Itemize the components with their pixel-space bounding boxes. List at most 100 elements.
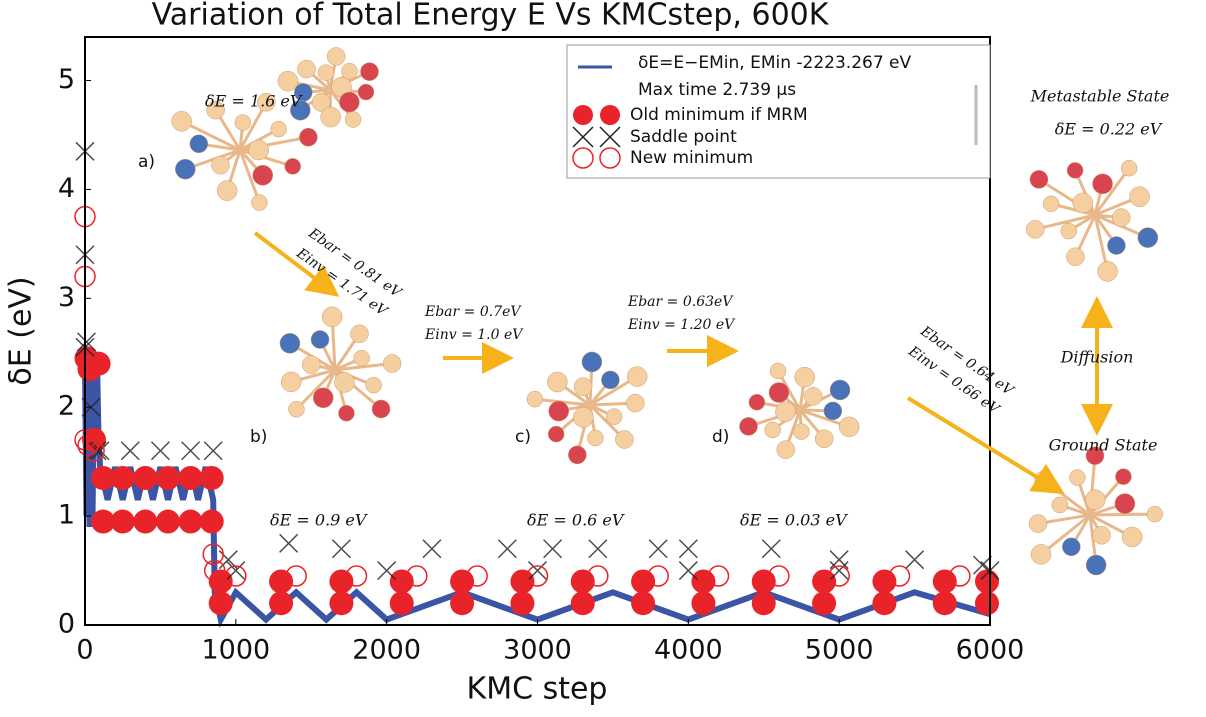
atom bbox=[1107, 237, 1125, 255]
atom bbox=[770, 363, 786, 379]
annotation: δE = 0.03 eV bbox=[740, 511, 848, 530]
atom bbox=[321, 107, 341, 127]
atom bbox=[574, 378, 592, 396]
y-axis-label: δE (eV) bbox=[4, 276, 39, 385]
annotation: Ebar = 0.63eV bbox=[627, 294, 734, 310]
atom bbox=[1147, 506, 1163, 522]
saddle-point bbox=[589, 540, 607, 558]
old-minimum bbox=[450, 569, 474, 593]
legend-label: Old minimum if MRM bbox=[630, 105, 808, 125]
atom bbox=[739, 417, 757, 435]
y-tick-label: 3 bbox=[58, 282, 75, 313]
old-minimum bbox=[200, 510, 224, 534]
legend-label: New minimum bbox=[630, 148, 753, 168]
legend-swatch bbox=[600, 105, 620, 125]
atom bbox=[383, 354, 401, 372]
saddle-point bbox=[498, 540, 516, 558]
old-minimum bbox=[631, 569, 655, 593]
atom bbox=[615, 430, 633, 448]
atom bbox=[1073, 193, 1093, 213]
atom bbox=[1115, 469, 1131, 485]
y-tick-label: 5 bbox=[58, 64, 75, 95]
atom bbox=[549, 401, 569, 421]
y-tick-label: 0 bbox=[58, 609, 75, 640]
atom bbox=[606, 409, 622, 425]
atom bbox=[334, 372, 354, 392]
atom bbox=[298, 60, 316, 78]
saddle-point bbox=[830, 562, 848, 580]
old-minimum bbox=[812, 569, 836, 593]
atom bbox=[190, 135, 208, 153]
atom bbox=[749, 394, 765, 410]
x-tick-label: 4000 bbox=[654, 635, 723, 666]
annotation: Ground State bbox=[1049, 436, 1158, 455]
atom bbox=[311, 331, 329, 349]
old-minimum bbox=[975, 591, 999, 615]
atom bbox=[1067, 162, 1083, 178]
y-tick-label: 1 bbox=[58, 500, 75, 531]
saddle-point bbox=[906, 551, 924, 569]
legend: δE=E−EMin, EMin -2223.267 eVOld minimum … bbox=[567, 45, 990, 178]
annotation: b) bbox=[250, 427, 267, 447]
legend-note: Max time 2.739 μs bbox=[638, 80, 796, 100]
chart: Variation of Total Energy E Vs KMCstep, … bbox=[0, 0, 1206, 717]
annotation: δE = 0.6 eV bbox=[527, 511, 625, 530]
old-minimum bbox=[752, 569, 776, 593]
saddle-point bbox=[227, 562, 245, 580]
atom bbox=[175, 159, 195, 179]
old-minimum bbox=[156, 510, 180, 534]
old-minimum bbox=[329, 569, 353, 593]
saddle-point bbox=[679, 562, 697, 580]
atom bbox=[322, 307, 342, 327]
old-minimum bbox=[571, 591, 595, 615]
chart-title: Variation of Total Energy E Vs KMCstep, … bbox=[152, 0, 830, 33]
atom bbox=[211, 156, 229, 174]
atom bbox=[235, 115, 251, 131]
atom bbox=[626, 394, 644, 412]
atom bbox=[1026, 220, 1044, 238]
old-minimum bbox=[269, 591, 293, 615]
annotation: δE = 0.9 eV bbox=[270, 511, 368, 530]
atom bbox=[1052, 497, 1068, 513]
old-minimum bbox=[156, 466, 180, 490]
atom bbox=[568, 446, 586, 464]
x-tick-label: 1000 bbox=[201, 635, 270, 666]
atom bbox=[1061, 223, 1077, 239]
atom bbox=[1031, 544, 1051, 564]
legend-label: Saddle point bbox=[630, 127, 737, 147]
atom bbox=[1043, 196, 1059, 212]
saddle-point bbox=[679, 540, 697, 558]
annotation: c) bbox=[515, 427, 531, 447]
atom bbox=[1093, 526, 1111, 544]
x-tick-label: 5000 bbox=[805, 635, 874, 666]
atom bbox=[824, 402, 842, 420]
old-minimum bbox=[200, 466, 224, 490]
atom bbox=[271, 121, 287, 137]
old-minimum bbox=[111, 466, 135, 490]
old-minimum bbox=[209, 569, 233, 593]
atom bbox=[253, 165, 273, 185]
x-tick-label: 3000 bbox=[503, 635, 572, 666]
old-minimum bbox=[87, 352, 111, 376]
annotation: Einv = 1.20 eV bbox=[627, 317, 736, 333]
atom bbox=[815, 430, 833, 448]
saddle-point bbox=[280, 534, 298, 552]
old-minimum bbox=[329, 591, 353, 615]
annotation: a) bbox=[138, 152, 155, 172]
atom bbox=[627, 367, 647, 387]
saddle-point bbox=[332, 540, 350, 558]
x-axis-label: KMC step bbox=[467, 672, 608, 707]
x-tick-label: 6000 bbox=[956, 635, 1025, 666]
atom bbox=[1029, 515, 1047, 533]
atom bbox=[278, 71, 298, 91]
atom bbox=[217, 181, 237, 201]
atom bbox=[288, 401, 304, 417]
atom bbox=[1062, 538, 1080, 556]
saddle-point bbox=[121, 442, 139, 460]
annotation: Ebar = 0.7eV bbox=[424, 304, 522, 320]
atom bbox=[1093, 174, 1113, 194]
atom bbox=[1112, 209, 1130, 227]
old-minimum bbox=[933, 569, 957, 593]
atom bbox=[172, 111, 192, 131]
atom bbox=[793, 424, 809, 440]
